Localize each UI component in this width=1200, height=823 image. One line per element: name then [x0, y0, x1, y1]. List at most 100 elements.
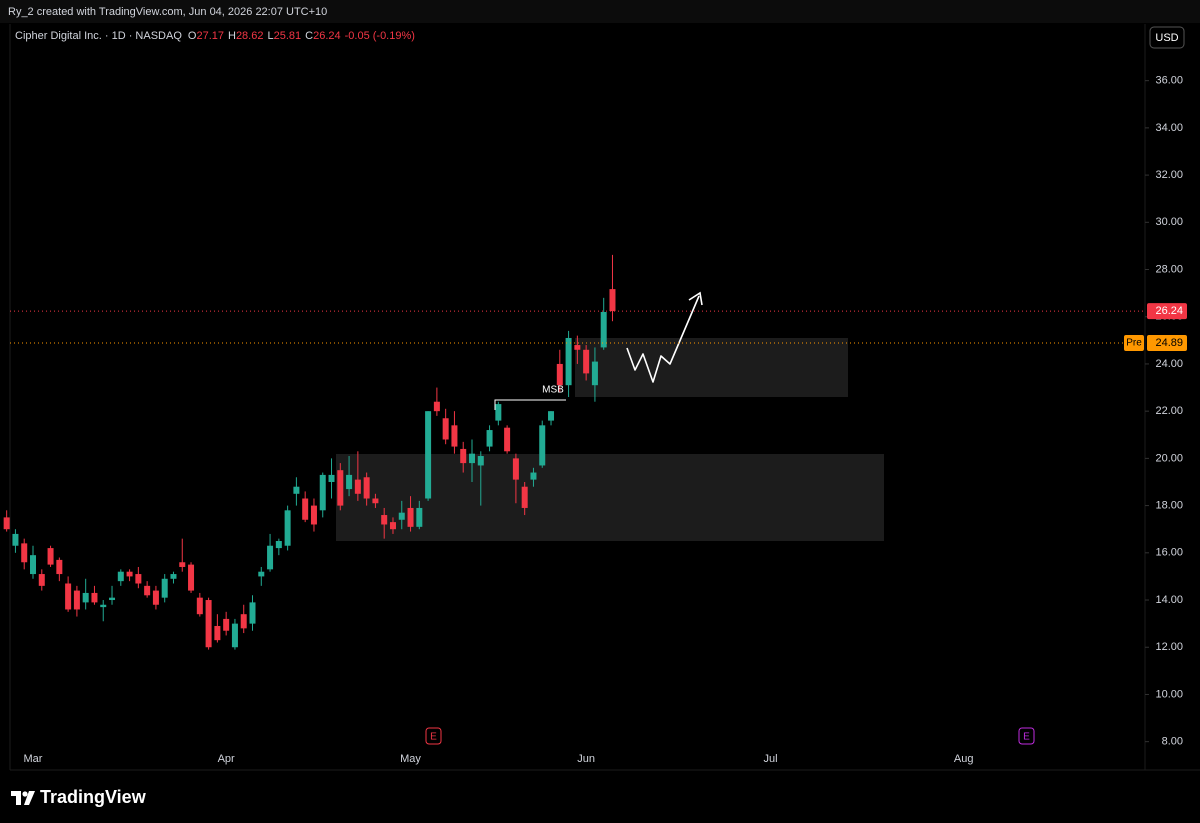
candle-body — [433, 401, 440, 412]
candle-body — [126, 571, 133, 577]
candle-body — [284, 510, 291, 546]
candle-body — [574, 345, 581, 350]
earnings-label[interactable]: E — [430, 732, 437, 743]
candle-body — [275, 541, 282, 549]
ohlc-value: 25.81 — [274, 30, 302, 42]
projection-arrow — [626, 295, 700, 383]
candle-body — [223, 618, 230, 631]
candle-body — [302, 498, 309, 520]
candle-body — [56, 559, 63, 575]
candle-body — [407, 507, 414, 527]
ohlc-key: H — [228, 30, 236, 42]
y-tick-label: 12.00 — [1155, 641, 1183, 653]
candle-body — [583, 349, 590, 374]
candle-body — [328, 474, 335, 482]
premarket-value: 24.89 — [1155, 337, 1183, 349]
candle-body — [556, 363, 563, 386]
x-tick-label: Jul — [763, 753, 777, 765]
candles — [3, 254, 616, 650]
candle-body — [65, 583, 72, 610]
x-tick-label: May — [400, 753, 421, 765]
candle-body — [530, 472, 537, 480]
candle-body — [21, 543, 28, 563]
candle-body — [205, 600, 212, 648]
currency-button[interactable] — [1149, 26, 1185, 49]
candle-body — [310, 505, 317, 525]
y-tick-label: 28.00 — [1155, 263, 1183, 275]
y-tick-label: 32.00 — [1155, 169, 1183, 181]
y-tick-label: 24.00 — [1155, 358, 1183, 370]
candle-body — [477, 456, 484, 466]
candle-body — [451, 425, 458, 447]
candle-body — [47, 548, 54, 565]
y-tick-label: 14.00 — [1155, 594, 1183, 606]
x-tick-label: Mar — [24, 753, 43, 765]
candle-body — [135, 574, 142, 584]
candle-body — [12, 533, 19, 546]
currency-label[interactable]: USD — [1155, 32, 1178, 44]
candle-body — [161, 578, 168, 598]
candle-body — [504, 427, 511, 452]
candle-body — [152, 590, 159, 605]
candle-body — [196, 597, 203, 615]
candle-body — [109, 597, 116, 601]
candle-body — [258, 571, 265, 577]
y-tick-label: 22.00 — [1155, 405, 1183, 417]
earnings-marker[interactable] — [1018, 727, 1035, 745]
candle-body — [486, 430, 493, 447]
symbol-title: Cipher Digital Inc. · 1D · NASDAQ — [15, 30, 182, 42]
earnings-label[interactable]: E — [1023, 732, 1030, 743]
candle-body — [91, 592, 98, 603]
x-tick-label: Apr — [218, 753, 235, 765]
premarket-tag — [1124, 334, 1144, 351]
candle-body — [188, 564, 195, 591]
ohlc-value: 28.62 — [236, 30, 264, 42]
candle-body — [398, 512, 405, 520]
candle-body — [170, 574, 177, 579]
candle-body — [73, 590, 80, 610]
msb-label: MSB — [542, 385, 564, 396]
candle-body — [521, 486, 528, 508]
brand-logo — [11, 791, 35, 805]
y-tick-label: 8.00 — [1162, 736, 1183, 748]
y-tick-label: 36.00 — [1155, 75, 1183, 87]
top-bar — [0, 0, 1200, 23]
candle-body — [82, 592, 89, 603]
candle-body — [117, 571, 124, 582]
candle-body — [30, 555, 36, 575]
change-label: -0.05 (-0.19%) — [345, 30, 415, 42]
candle-body — [442, 418, 449, 440]
arrow-head — [688, 291, 703, 306]
candle-body — [100, 604, 107, 608]
candle-body — [381, 515, 388, 525]
candle-body — [293, 486, 300, 494]
candle-body — [214, 625, 221, 641]
ohlc-value: 26.24 — [313, 30, 341, 42]
earnings-marker[interactable] — [425, 727, 442, 745]
candle-body — [469, 453, 475, 464]
candle-body — [372, 498, 379, 504]
y-tick-label: 34.00 — [1155, 122, 1183, 134]
candle-body — [609, 289, 616, 312]
candle-body — [565, 337, 572, 386]
last-price-label: 26.24 — [1155, 305, 1183, 317]
candle-body — [600, 312, 607, 348]
candle-body — [591, 361, 598, 386]
candle-body — [389, 522, 396, 530]
demand-zone — [336, 454, 884, 541]
x-tick-label: Jun — [577, 753, 595, 765]
legend: Cipher Digital Inc. · 1D · NASDAQ O27.17 H… — [15, 30, 415, 42]
candle-body — [425, 411, 432, 499]
candle-body — [249, 602, 256, 624]
candle-body — [319, 474, 326, 511]
candle-body — [460, 448, 467, 464]
y-tick-label: 10.00 — [1155, 688, 1183, 700]
y-tick-label: 30.00 — [1155, 216, 1183, 228]
header-text: Ry_2 created with TradingView.com, Jun 0… — [8, 6, 327, 18]
candle-body — [539, 425, 546, 466]
candle-body — [179, 562, 186, 567]
candle-body — [416, 507, 423, 527]
x-tick-label: Aug — [954, 753, 974, 765]
